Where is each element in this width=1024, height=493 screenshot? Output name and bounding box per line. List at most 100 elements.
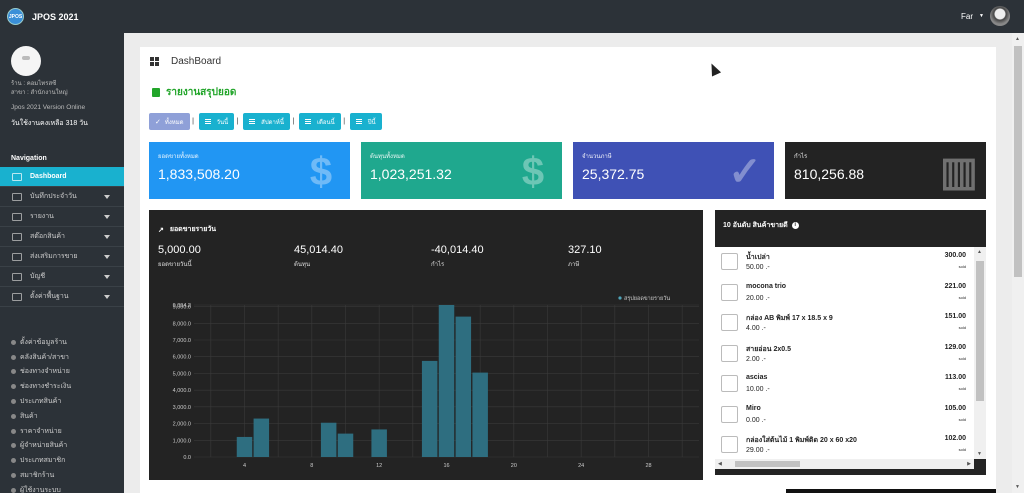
product-qty: 129.00 [944, 343, 966, 351]
product-qty: 300.00 [944, 252, 966, 259]
filter-button-2[interactable]: สัปดาห์นี้ [243, 113, 290, 130]
bar [472, 372, 488, 457]
y-tick-label: 9,000.0 [173, 305, 191, 311]
submenu-item[interactable]: ช่องทางชำระเงิน [0, 379, 124, 394]
info-icon[interactable]: i [791, 222, 799, 229]
list-item[interactable]: กล่อง AB พิมพ์ 17 x 18.5 x 9 4.00 .- 151.0… [715, 308, 974, 339]
filter-label: วันนี้ [216, 119, 229, 126]
avatar[interactable] [990, 6, 1010, 26]
bullet-icon [11, 413, 16, 419]
list-scrollbar[interactable]: ▲ ▼ [974, 247, 986, 459]
legend-label: สรุปยอดขายรายวัน [624, 295, 670, 302]
submenu-item[interactable]: สมาชิกร้าน [0, 468, 124, 483]
scroll-left-icon[interactable]: ◀ [718, 461, 722, 467]
sidebar-item-0[interactable]: Dashboard [0, 167, 124, 187]
filter-label: ทั้งหมด [164, 119, 184, 126]
scroll-right-icon[interactable]: ▶ [967, 461, 971, 467]
product-price: 20.00 .- [746, 294, 770, 302]
list-hscrollbar[interactable]: ◀ ▶ [715, 459, 974, 469]
top10-list[interactable]: น้ำเปล่า 50.00 .- 300.00 sold mocona trio 20.… [715, 247, 974, 459]
submenu-item[interactable]: ผู้จำหน่ายสินค้า [0, 439, 124, 454]
x-tick-label: 12 [376, 463, 382, 469]
product-qty: 151.00 [944, 313, 966, 320]
submenu-label: ราคาจำหน่าย [20, 427, 62, 435]
separator: | [292, 118, 295, 125]
card-label: จำนวนภาษี [582, 154, 612, 160]
sidebar-item-1[interactable]: บันทึกประจำวัน [0, 187, 124, 207]
list-item[interactable]: สายอ่อน 2x0.5 2.00 .- 129.00 sold [715, 339, 974, 370]
y-tick-label: 9,094.2 [173, 303, 191, 309]
hscroll-thumb[interactable] [735, 461, 800, 467]
separator: | [236, 118, 239, 125]
submenu-item[interactable]: ประเภทสมาชิก [0, 453, 124, 468]
sidebar-item-4[interactable]: ส่งเสริมการขาย [0, 247, 124, 267]
user-menu[interactable]: Far ▼ [961, 6, 1010, 26]
list-item[interactable]: ascias 10.00 .- 113.00 sold [715, 369, 974, 400]
sidebar-item-5[interactable]: บัญชี [0, 267, 124, 287]
filter-button-0[interactable]: ✓ ทั้งหมด [149, 113, 190, 130]
money-icon: ▥ [940, 150, 978, 194]
app-logo[interactable]: JPOS JPOS 2021 [7, 8, 79, 25]
chevron-down-icon [104, 275, 110, 279]
product-qty: 102.00 [944, 435, 966, 442]
stat-label: ภาษี [568, 262, 580, 268]
sidebar-item-label: บัญชี [30, 273, 46, 280]
submenu-item[interactable]: คลังสินค้า/สาขา [0, 350, 124, 365]
product-name: สายอ่อน 2x0.5 [746, 345, 791, 353]
top10-panel: 10 อันดับ สินค้าขายดี i น้ำเปล่า 50.00 .-… [715, 210, 986, 475]
card-label: กำไร [794, 154, 808, 160]
page-scroll-thumb[interactable] [1014, 46, 1022, 277]
submenu-label: ช่องทางจำหน่าย [20, 368, 70, 376]
sidebar-item-6[interactable]: ตั้งค่าพื้นฐาน [0, 287, 124, 307]
bullet-icon [11, 458, 16, 464]
stat-sales-today: 5,000.00 ยอดขายวันนี้ [158, 244, 201, 269]
product-name: ascias [746, 374, 768, 381]
x-tick-label: 8 [310, 463, 313, 469]
card-tax: จำนวนภาษี 25,372.75 ✓ [573, 142, 774, 199]
bullet-icon [11, 339, 16, 345]
submenu-item[interactable]: ประเภทสินค้า [0, 394, 124, 409]
daily-sales-title: ยอดขายรายวัน [169, 226, 217, 233]
submenu-item[interactable]: ช่องทางจำหน่าย [0, 365, 124, 380]
list-item[interactable]: น้ำเปล่า 50.00 .- 300.00 sold [715, 247, 974, 278]
scroll-down-icon[interactable]: ▼ [977, 451, 982, 457]
product-price: 0.00 .- [746, 416, 766, 424]
list-item[interactable]: Miro 0.00 .- 105.00 sold [715, 400, 974, 431]
stat-value: 45,014.40 [294, 244, 343, 256]
product-price: 29.00 .- [746, 447, 770, 454]
logo-icon: JPOS [7, 8, 24, 25]
sidebar-item-3[interactable]: สต๊อกสินค้า [0, 227, 124, 247]
x-tick-label: 4 [243, 463, 246, 469]
submenu-item[interactable]: ผู้ใช้งานระบบ [0, 483, 124, 493]
submenu-label: สมาชิกร้าน [20, 472, 55, 480]
filter-button-1[interactable]: วันนี้ [198, 113, 235, 130]
page-scrollbar[interactable]: ▲ ▼ [1012, 33, 1024, 493]
sold-label: sold [958, 386, 966, 391]
scroll-thumb[interactable] [976, 261, 984, 401]
list-item[interactable]: กล่องใส่ต้นไม้ 1 พิมพ์ติด 20 x 60 x20 29.… [715, 430, 974, 459]
page-scroll-down-icon[interactable]: ▼ [1015, 484, 1020, 490]
submenu-item[interactable]: สินค้า [0, 409, 124, 424]
bullet-icon [11, 428, 16, 434]
product-qty: 221.00 [944, 282, 966, 290]
dollar-icon: $ [309, 150, 333, 194]
submenu-item[interactable]: ตั้งค่าข้อมูลร้าน [0, 335, 124, 350]
filter-button-3[interactable]: เดือนนี้ [298, 113, 341, 130]
sidebar-item-2[interactable]: รายงาน [0, 207, 124, 227]
product-thumbnail [721, 253, 738, 270]
nav-title: Navigation [11, 155, 47, 162]
x-tick-label: 20 [511, 463, 517, 469]
page-scroll-up-icon[interactable]: ▲ [1015, 36, 1020, 42]
list-icon [304, 119, 311, 124]
shop-name: ร้าน : คอมไทรสซี [11, 81, 57, 87]
chevron-down-icon [104, 215, 110, 219]
list-item[interactable]: mocona trio 20.00 .- 221.00 sold [715, 278, 974, 309]
app-name: JPOS 2021 [32, 11, 79, 22]
scroll-up-icon[interactable]: ▲ [977, 249, 982, 255]
bullet-icon [11, 399, 16, 405]
submenu-item[interactable]: ราคาจำหน่าย [0, 424, 124, 439]
product-qty: 113.00 [944, 374, 966, 381]
filter-button-4[interactable]: ปีนี้ [349, 113, 382, 130]
list-icon [355, 119, 362, 124]
gear-icon [12, 292, 22, 301]
